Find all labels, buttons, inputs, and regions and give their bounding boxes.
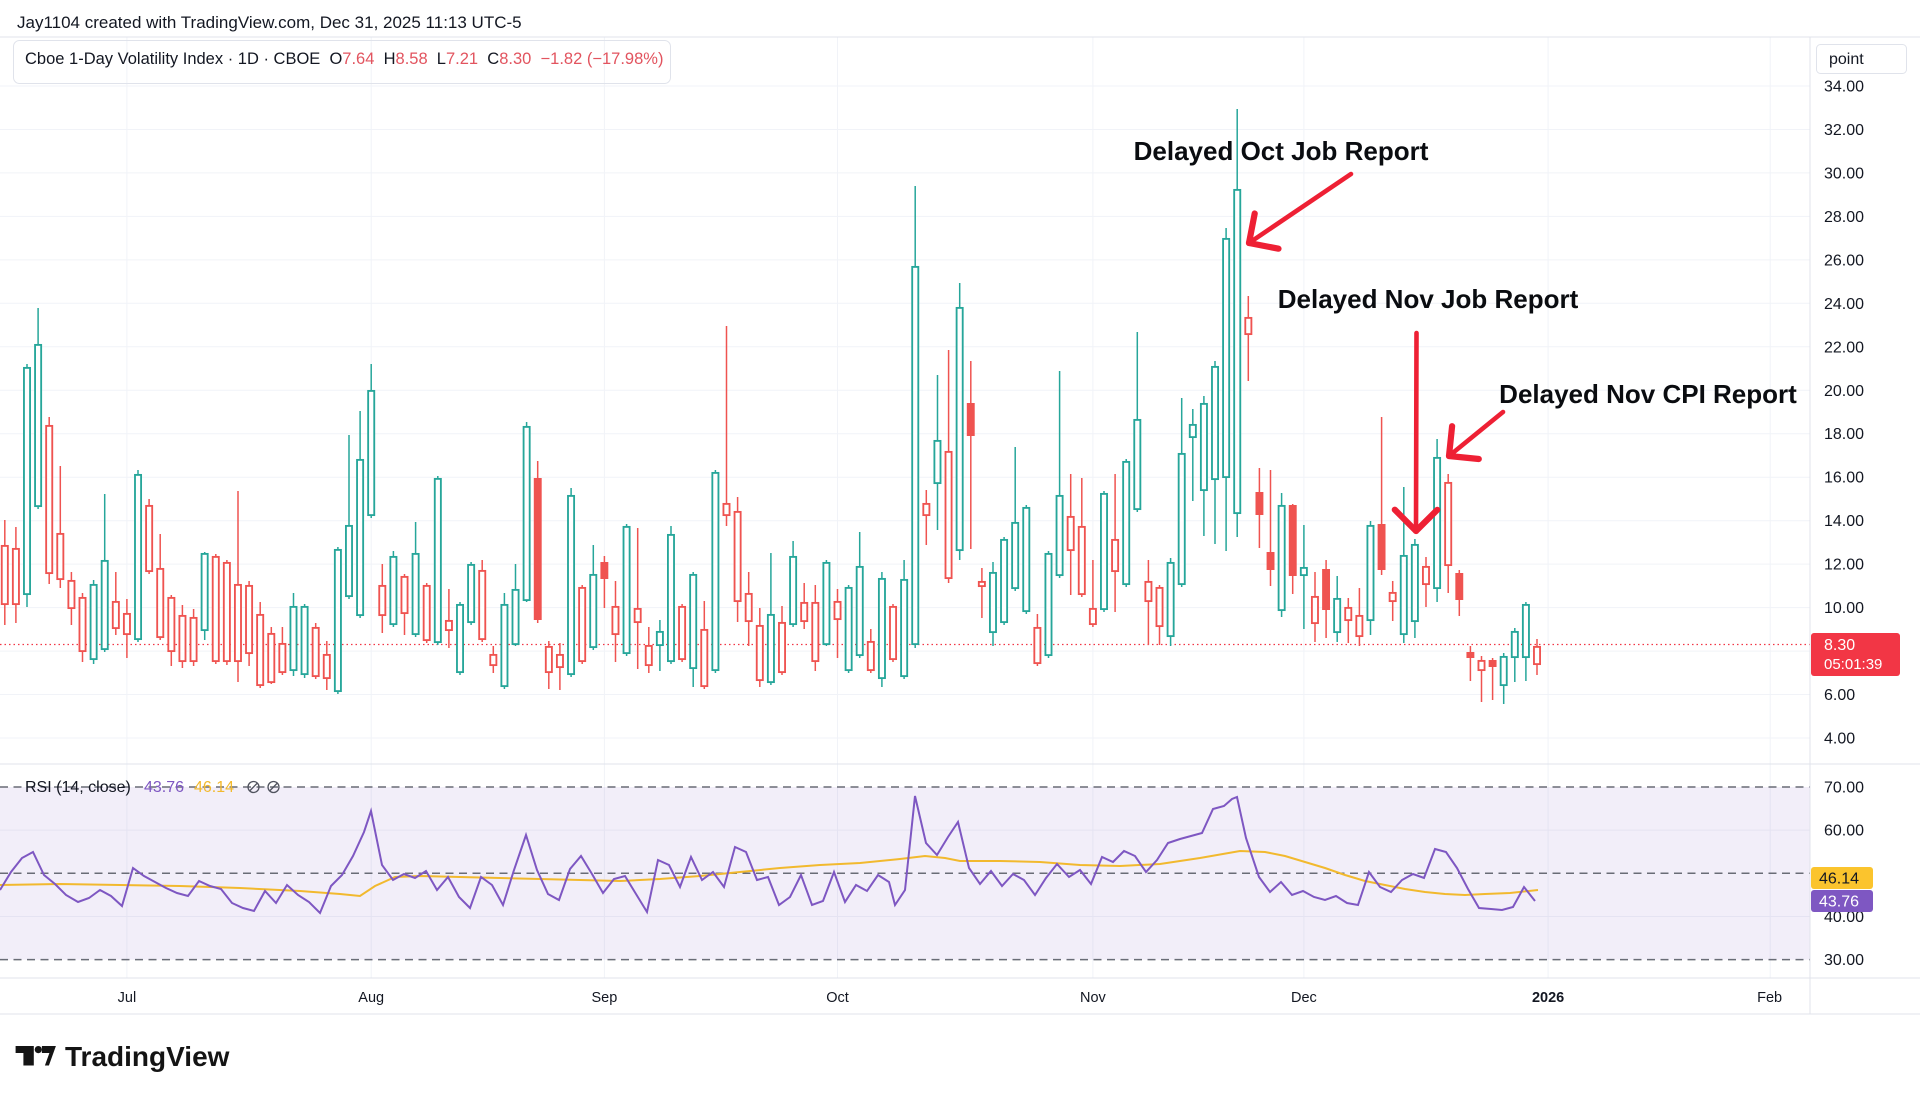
svg-text:18.00: 18.00: [1824, 426, 1864, 443]
svg-text:4.00: 4.00: [1824, 731, 1855, 748]
svg-text:34.00: 34.00: [1824, 79, 1864, 96]
svg-text:Delayed Oct Job Report: Delayed Oct Job Report: [1134, 136, 1429, 166]
svg-text:28.00: 28.00: [1824, 209, 1864, 226]
svg-text:14.00: 14.00: [1824, 513, 1864, 530]
svg-text:30.00: 30.00: [1824, 952, 1864, 969]
svg-text:Delayed Nov Job Report: Delayed Nov Job Report: [1278, 284, 1579, 314]
svg-text:6.00: 6.00: [1824, 687, 1855, 704]
svg-text:Dec: Dec: [1291, 990, 1317, 1006]
svg-text:40.00: 40.00: [1824, 909, 1864, 926]
svg-text:2026: 2026: [1532, 990, 1564, 1006]
svg-text:Oct: Oct: [826, 990, 849, 1006]
svg-text:12.00: 12.00: [1824, 557, 1864, 574]
svg-text:Cboe 1-Day Volatility Index ·: Cboe 1-Day Volatility Index · 1D · CBOE …: [25, 50, 663, 68]
svg-text:Nov: Nov: [1080, 990, 1107, 1006]
svg-text:Delayed Nov CPI Report: Delayed Nov CPI Report: [1499, 379, 1797, 409]
svg-text:16.00: 16.00: [1824, 470, 1864, 487]
svg-text:43.76: 43.76: [144, 779, 184, 796]
svg-text:TradingView: TradingView: [65, 1041, 230, 1072]
svg-text:point: point: [1829, 51, 1864, 68]
svg-text:RSI (14, close): RSI (14, close): [25, 779, 131, 796]
svg-text:22.00: 22.00: [1824, 339, 1864, 356]
svg-text:Aug: Aug: [358, 990, 384, 1006]
svg-text:05:01:39: 05:01:39: [1824, 656, 1882, 673]
svg-text:Sep: Sep: [591, 990, 617, 1006]
svg-text:Jul: Jul: [118, 990, 137, 1006]
svg-text:Feb: Feb: [1757, 990, 1782, 1006]
svg-text:70.00: 70.00: [1824, 780, 1864, 797]
svg-text:8.30: 8.30: [1824, 637, 1855, 654]
svg-text:Jay1104 created with TradingVi: Jay1104 created with TradingView.com, De…: [17, 13, 522, 32]
svg-text:60.00: 60.00: [1824, 823, 1864, 840]
svg-text:24.00: 24.00: [1824, 296, 1864, 313]
svg-text:46.14: 46.14: [194, 779, 234, 796]
svg-text:43.76: 43.76: [1819, 894, 1859, 911]
svg-text:32.00: 32.00: [1824, 122, 1864, 139]
svg-text:30.00: 30.00: [1824, 165, 1864, 182]
svg-text:20.00: 20.00: [1824, 383, 1864, 400]
svg-text:26.00: 26.00: [1824, 252, 1864, 269]
svg-text:10.00: 10.00: [1824, 600, 1864, 617]
svg-text:46.14: 46.14: [1819, 871, 1859, 888]
